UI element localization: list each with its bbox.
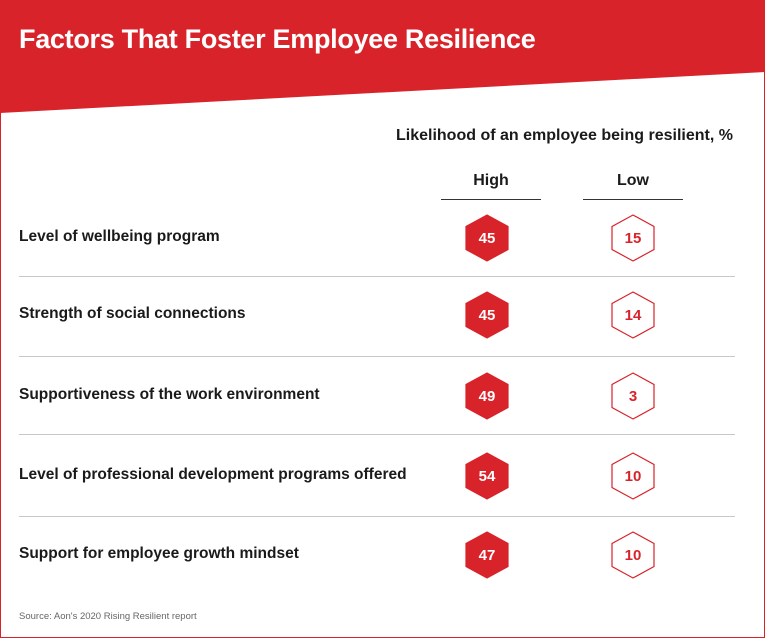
source-note: Source: Aon's 2020 Rising Resilient repo…	[19, 611, 197, 622]
low-value-hexagon: 15	[610, 214, 656, 262]
high-value-hexagon: 54	[464, 452, 510, 500]
low-value-hexagon-value: 14	[624, 306, 642, 324]
high-value-hexagon-value: 45	[478, 229, 496, 247]
high-value-hexagon: 49	[464, 372, 510, 420]
high-value-hexagon-value: 47	[478, 546, 496, 564]
column-rule-low	[583, 199, 683, 200]
row-separator	[19, 516, 735, 517]
row-label: Supportiveness of the work environment	[19, 386, 320, 403]
column-rule-high	[441, 199, 541, 200]
high-value-hexagon: 45	[464, 214, 510, 262]
column-header-low: Low	[617, 172, 649, 189]
low-value-hexagon-value: 10	[624, 546, 642, 564]
high-value-hexagon-value: 45	[478, 306, 496, 324]
low-value-hexagon-value: 10	[624, 467, 642, 485]
low-value-hexagon-value: 3	[628, 387, 638, 405]
row-label: Level of professional development progra…	[19, 466, 407, 483]
row-label: Level of wellbeing program	[19, 228, 220, 245]
title-banner	[0, 0, 765, 115]
row-label: Strength of social connections	[19, 305, 246, 322]
low-value-hexagon: 10	[610, 452, 656, 500]
chart-title: Factors That Foster Employee Resilience	[19, 24, 536, 54]
high-value-hexagon-value: 54	[478, 467, 496, 485]
row-separator	[19, 276, 735, 277]
low-value-hexagon: 10	[610, 531, 656, 579]
high-value-hexagon-value: 49	[478, 387, 496, 405]
row-label: Support for employee growth mindset	[19, 545, 299, 562]
row-separator	[19, 434, 735, 435]
high-value-hexagon: 47	[464, 531, 510, 579]
row-separator	[19, 356, 735, 357]
column-header-high: High	[473, 172, 509, 189]
high-value-hexagon: 45	[464, 291, 510, 339]
low-value-hexagon: 14	[610, 291, 656, 339]
chart-subtitle: Likelihood of an employee being resilien…	[396, 127, 733, 144]
low-value-hexagon-value: 15	[624, 229, 642, 247]
low-value-hexagon: 3	[610, 372, 656, 420]
